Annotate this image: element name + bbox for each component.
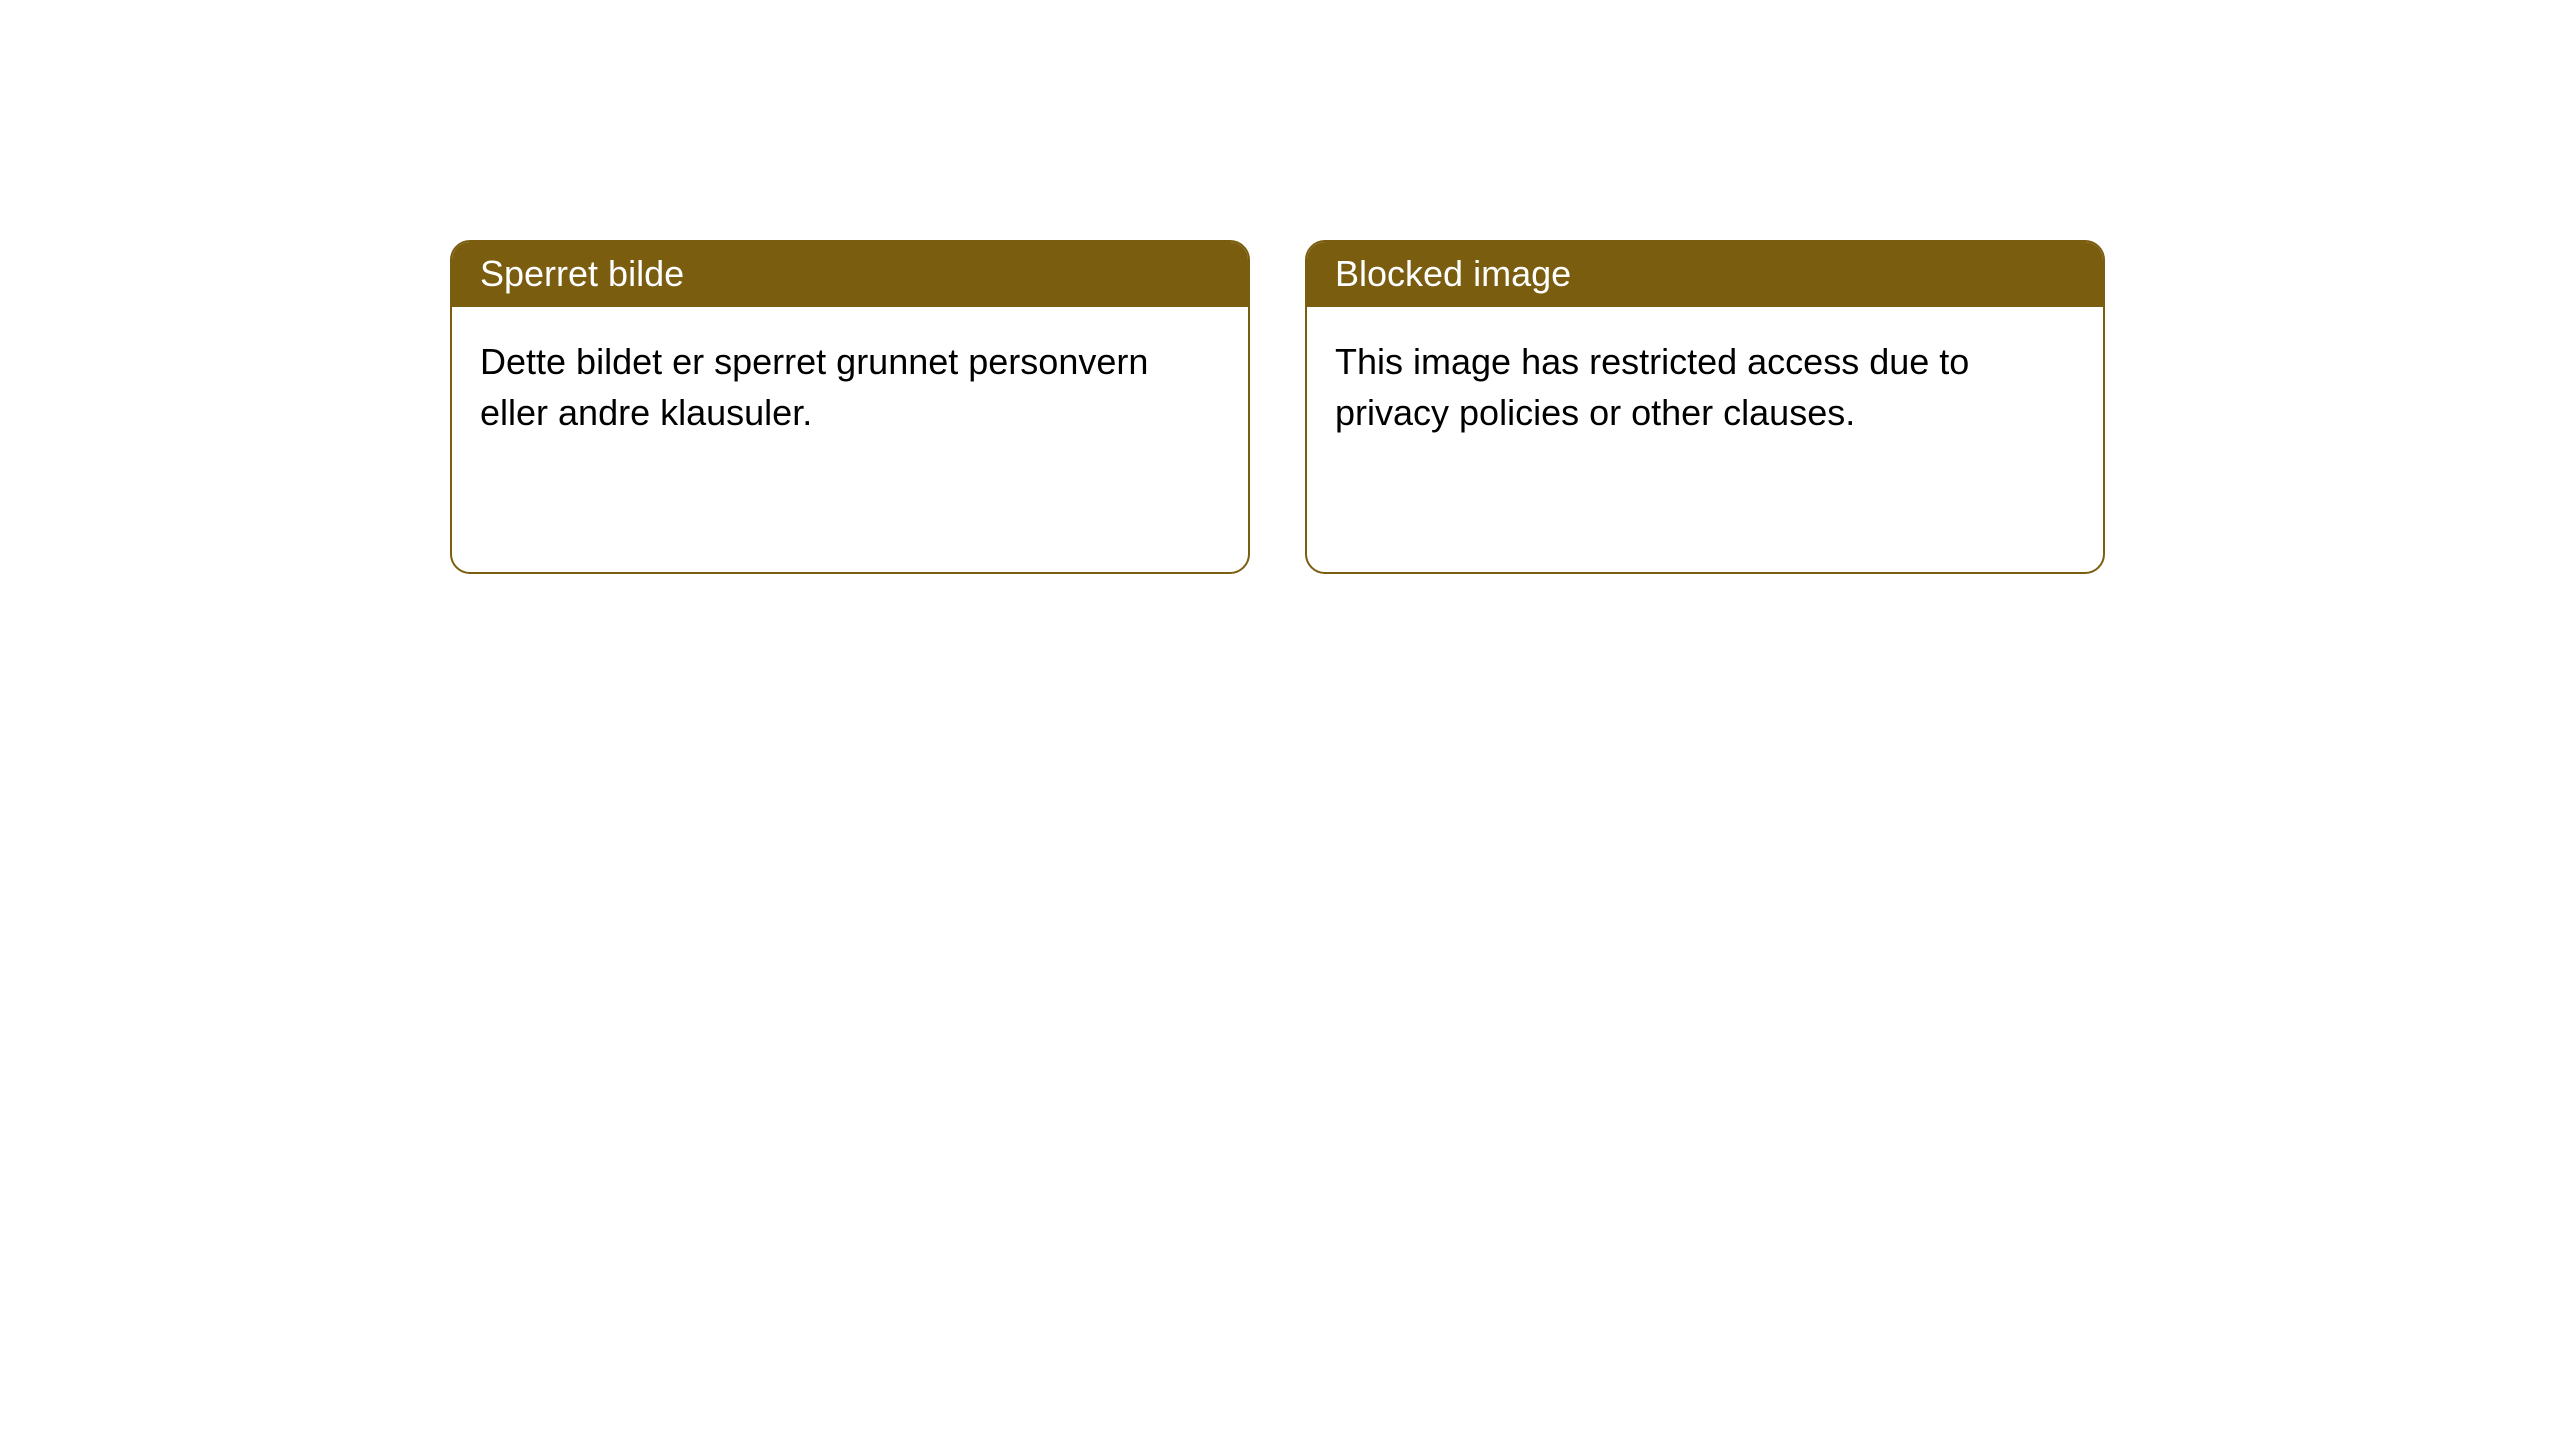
card-header-en: Blocked image xyxy=(1307,242,2103,307)
blocked-image-card-en: Blocked image This image has restricted … xyxy=(1305,240,2105,574)
card-header-no: Sperret bilde xyxy=(452,242,1248,307)
card-body-no: Dette bildet er sperret grunnet personve… xyxy=(452,307,1248,468)
notice-container: Sperret bilde Dette bildet er sperret gr… xyxy=(450,240,2105,574)
card-body-en: This image has restricted access due to … xyxy=(1307,307,2103,468)
blocked-image-card-no: Sperret bilde Dette bildet er sperret gr… xyxy=(450,240,1250,574)
